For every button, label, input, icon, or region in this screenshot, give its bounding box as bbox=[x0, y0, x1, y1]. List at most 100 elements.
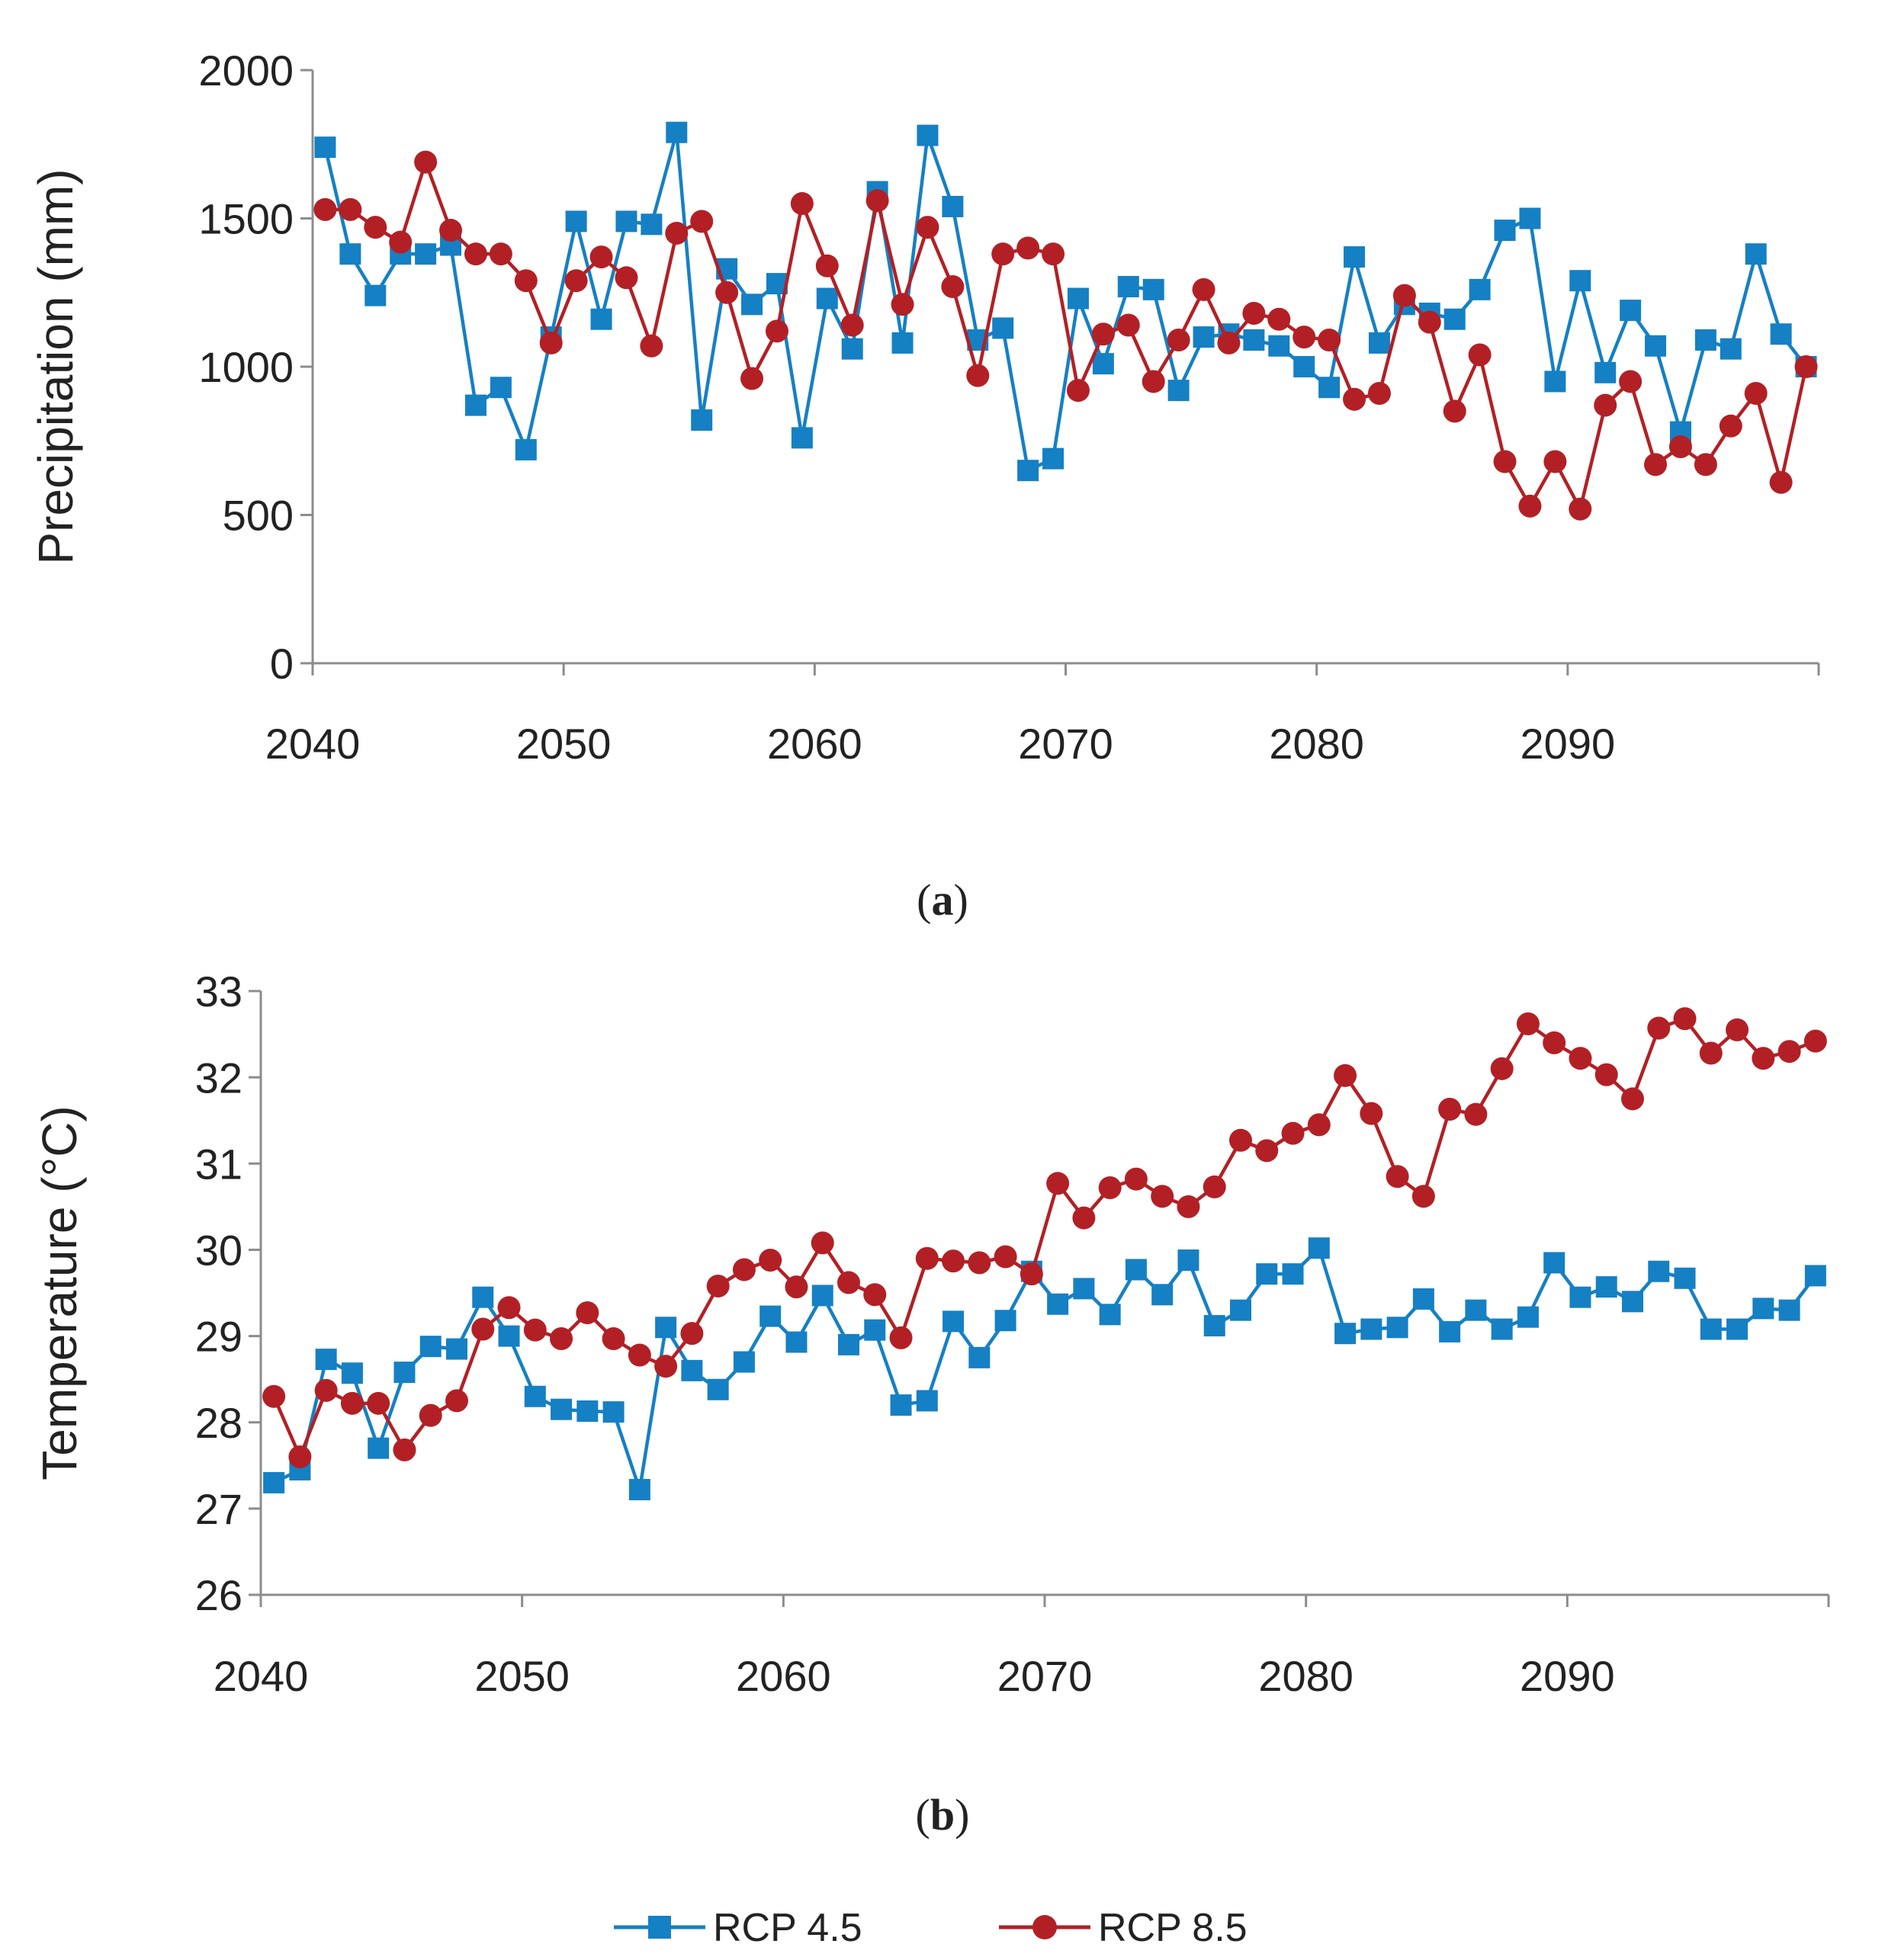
data-point-rcp85 bbox=[759, 1249, 782, 1272]
data-point-rcp85 bbox=[1719, 414, 1742, 438]
data-point-rcp45 bbox=[1620, 300, 1642, 322]
data-point-rcp85 bbox=[1490, 1057, 1514, 1080]
data-point-rcp85 bbox=[1594, 393, 1617, 417]
data-point-rcp85 bbox=[765, 319, 788, 343]
data-point-rcp85 bbox=[1668, 435, 1692, 459]
data-point-rcp85 bbox=[1594, 1063, 1618, 1086]
data-point-rcp85 bbox=[314, 1378, 338, 1402]
data-point-rcp85 bbox=[732, 1258, 756, 1282]
data-point-rcp45 bbox=[1092, 353, 1114, 375]
data-point-rcp85 bbox=[414, 150, 438, 174]
data-point-rcp85 bbox=[840, 313, 864, 337]
y-tick-label: 2000 bbox=[198, 47, 294, 95]
data-point-rcp85 bbox=[1116, 313, 1140, 337]
x-tick-label: 2090 bbox=[1521, 720, 1616, 768]
data-point-rcp45 bbox=[314, 136, 336, 159]
data-point-rcp85 bbox=[1411, 1185, 1435, 1208]
data-point-rcp85 bbox=[790, 192, 814, 216]
x-tick-label: 2060 bbox=[736, 1652, 831, 1700]
data-point-rcp85 bbox=[313, 197, 337, 221]
data-point-rcp45 bbox=[968, 1346, 991, 1368]
data-point-rcp45 bbox=[1569, 270, 1591, 292]
data-point-rcp45 bbox=[864, 1319, 886, 1341]
data-point-rcp85 bbox=[550, 1326, 573, 1350]
data-point-rcp45 bbox=[1334, 1323, 1357, 1345]
data-point-rcp45 bbox=[1645, 335, 1667, 357]
x-tick-label: 2060 bbox=[767, 720, 862, 768]
data-point-rcp85 bbox=[863, 1283, 887, 1307]
y-tick-label: 29 bbox=[195, 1313, 242, 1361]
data-point-rcp45 bbox=[691, 409, 713, 431]
data-point-rcp45 bbox=[1344, 246, 1366, 268]
data-point-rcp45 bbox=[1726, 1318, 1749, 1340]
data-point-rcp45 bbox=[590, 308, 612, 330]
y-tick-label: 33 bbox=[195, 967, 242, 1015]
data-point-rcp85 bbox=[815, 254, 839, 277]
data-point-rcp85 bbox=[564, 269, 588, 293]
data-point-rcp85 bbox=[1142, 370, 1165, 393]
data-point-rcp85 bbox=[1042, 242, 1065, 266]
data-point-rcp45 bbox=[576, 1400, 599, 1423]
data-point-rcp45 bbox=[1491, 1318, 1513, 1340]
data-point-rcp45 bbox=[615, 210, 637, 233]
data-point-rcp85 bbox=[576, 1301, 599, 1325]
data-point-rcp45 bbox=[1256, 1263, 1278, 1285]
data-point-rcp45 bbox=[1752, 1298, 1774, 1320]
data-point-rcp85 bbox=[1343, 387, 1366, 411]
data-point-rcp45 bbox=[1594, 361, 1617, 383]
data-point-rcp45 bbox=[1494, 220, 1516, 242]
data-point-rcp85 bbox=[1777, 1040, 1801, 1063]
data-point-rcp45 bbox=[498, 1325, 520, 1347]
data-point-rcp85 bbox=[489, 242, 512, 266]
y-tick-label: 0 bbox=[270, 640, 294, 688]
data-point-rcp85 bbox=[1192, 277, 1215, 301]
data-point-rcp45 bbox=[415, 243, 437, 265]
data-point-rcp85 bbox=[1569, 497, 1592, 521]
data-point-rcp45 bbox=[917, 124, 939, 146]
data-point-rcp45 bbox=[1465, 1299, 1487, 1321]
data-point-rcp45 bbox=[1117, 275, 1139, 297]
data-point-rcp45 bbox=[1745, 243, 1767, 265]
data-point-rcp85 bbox=[602, 1326, 625, 1350]
data-point-rcp85 bbox=[1334, 1063, 1357, 1087]
x-tick-label: 2070 bbox=[997, 1652, 1093, 1700]
data-point-rcp85 bbox=[1744, 382, 1768, 406]
data-point-rcp85 bbox=[1438, 1098, 1462, 1121]
x-tick-label: 2040 bbox=[214, 1652, 309, 1700]
data-point-rcp85 bbox=[340, 1391, 364, 1415]
data-point-rcp45 bbox=[565, 210, 587, 233]
data-point-rcp45 bbox=[1543, 1252, 1565, 1274]
data-point-rcp45 bbox=[1569, 1286, 1591, 1308]
data-point-rcp85 bbox=[665, 221, 689, 245]
data-point-rcp85 bbox=[811, 1231, 834, 1255]
data-point-rcp45 bbox=[1151, 1284, 1174, 1306]
y-tick-label: 26 bbox=[195, 1571, 242, 1619]
data-point-rcp85 bbox=[393, 1438, 416, 1461]
data-point-rcp45 bbox=[1017, 460, 1039, 482]
data-point-rcp45 bbox=[655, 1317, 677, 1339]
data-point-rcp45 bbox=[1386, 1317, 1408, 1339]
data-point-rcp85 bbox=[941, 274, 965, 298]
data-point-rcp45 bbox=[791, 427, 813, 449]
data-point-rcp85 bbox=[464, 242, 487, 266]
data-point-rcp45 bbox=[490, 377, 512, 399]
data-point-rcp85 bbox=[1151, 1185, 1174, 1208]
data-point-rcp85 bbox=[1392, 284, 1416, 307]
data-point-rcp45 bbox=[1412, 1288, 1434, 1310]
legend: RCP 4.5 RCP 8.5 bbox=[614, 1906, 1248, 1950]
data-point-rcp45 bbox=[1648, 1260, 1670, 1282]
data-point-rcp45 bbox=[1243, 329, 1265, 351]
legend-item-rcp45: RCP 4.5 bbox=[614, 1906, 862, 1950]
data-point-rcp85 bbox=[1307, 1113, 1331, 1137]
data-point-rcp85 bbox=[865, 189, 889, 213]
data-point-rcp45 bbox=[464, 394, 487, 416]
data-point-rcp85 bbox=[1464, 1102, 1488, 1126]
data-point-rcp45 bbox=[1439, 1320, 1461, 1342]
data-point-rcp45 bbox=[419, 1336, 442, 1358]
data-point-rcp85 bbox=[1281, 1121, 1305, 1145]
data-point-rcp85 bbox=[1673, 1007, 1697, 1031]
data-point-rcp85 bbox=[942, 1249, 965, 1273]
data-point-rcp85 bbox=[445, 1389, 468, 1413]
data-point-rcp45 bbox=[1177, 1249, 1199, 1272]
data-point-rcp45 bbox=[1167, 380, 1190, 402]
